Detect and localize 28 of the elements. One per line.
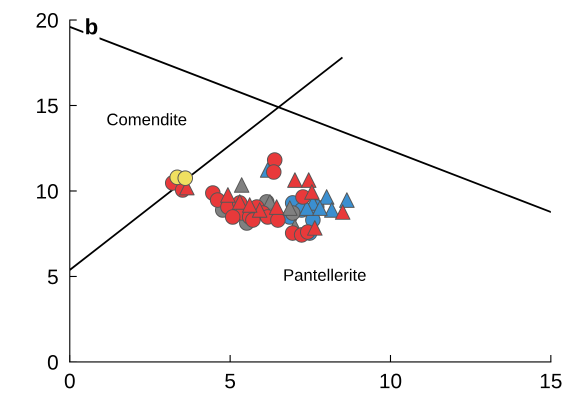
y-tick-label: 5 (48, 270, 58, 284)
point (300, 172, 316, 188)
point (339, 192, 355, 208)
point (287, 172, 303, 188)
y-tick-label: 10 (37, 184, 58, 199)
point (266, 164, 282, 180)
point (312, 200, 328, 216)
annotation: Comendite (107, 113, 186, 126)
y-tick-label: 20 (36, 13, 58, 28)
point (334, 204, 350, 220)
x-tick-label: 0 (64, 374, 75, 388)
x-tick-label: 15 (540, 374, 562, 388)
point (224, 209, 240, 225)
point (242, 197, 258, 213)
point (304, 184, 320, 200)
point (307, 220, 323, 236)
point (220, 187, 236, 203)
x-tick-label: 10 (380, 374, 402, 388)
y-tick-label: 0 (48, 354, 58, 370)
point (282, 200, 298, 216)
y-tick-label: 15 (37, 98, 58, 114)
point (177, 170, 194, 186)
point (268, 199, 284, 215)
annotation: Pantellerite (284, 268, 366, 281)
point (252, 202, 268, 218)
annotation: b (86, 18, 98, 35)
point (234, 177, 250, 193)
x-tick-label: 5 (225, 374, 236, 388)
